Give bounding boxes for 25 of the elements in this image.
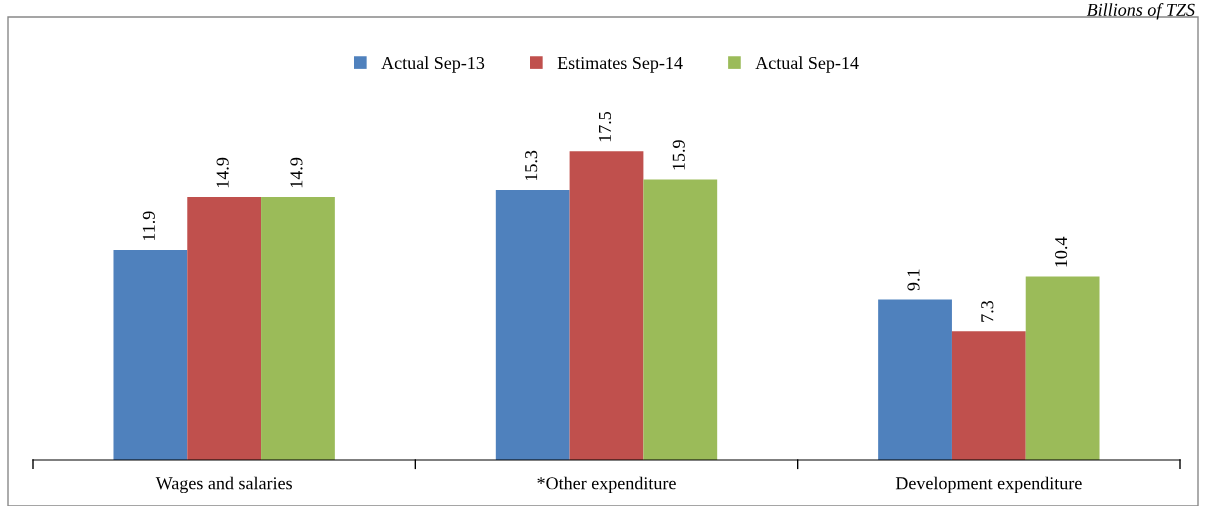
legend-label: Actual Sep-13 <box>381 56 485 73</box>
data-label: 14.9 <box>290 157 303 188</box>
bar <box>569 151 644 460</box>
bar <box>187 197 262 460</box>
legend-label: Actual Sep-14 <box>755 56 859 73</box>
bar <box>951 331 1026 460</box>
bar <box>113 250 188 460</box>
data-label: 17.5 <box>598 111 612 142</box>
data-label: 7.3 <box>981 300 994 322</box>
bar <box>878 299 952 460</box>
bar <box>495 190 570 460</box>
bar <box>643 179 718 460</box>
data-label: 11.9 <box>142 211 155 241</box>
x-tick-label: *Other expenditure <box>537 476 676 494</box>
data-label: 9.1 <box>907 269 920 291</box>
bar <box>1025 276 1100 460</box>
legend-label: Estimates Sep-14 <box>557 56 683 73</box>
data-label: 15.3 <box>525 150 538 181</box>
data-label: 15.9 <box>672 140 685 170</box>
x-tick-label: Development expenditure <box>895 476 1082 494</box>
bar <box>261 197 335 460</box>
data-label: 10.4 <box>1054 236 1068 267</box>
x-tick-label: Wages and salaries <box>155 476 292 494</box>
data-label: 14.9 <box>216 157 229 188</box>
text: Billions of TZS <box>1086 3 1195 20</box>
